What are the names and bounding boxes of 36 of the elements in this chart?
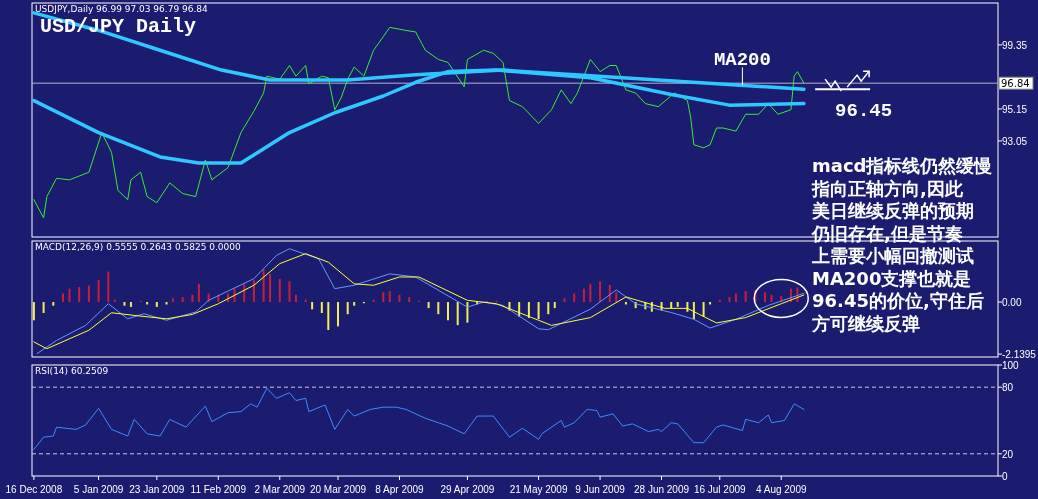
y-tick-label: 93.05 <box>1002 135 1028 147</box>
y-tick-label: 95.15 <box>1002 103 1028 115</box>
annotation: 96.45的价位,守住后 <box>812 290 984 311</box>
x-tick-label: 4 Aug 2009 <box>755 484 807 495</box>
y-tick-label: 0 <box>1002 471 1008 482</box>
annotation: MA200支撑也就是 <box>812 267 972 289</box>
x-tick-label: 2 Mar 2009 <box>254 484 306 495</box>
annotation: 仍旧存在,但是节奏 <box>811 222 963 244</box>
x-tick-label: 21 May 2009 <box>509 484 568 495</box>
x-tick-label: 5 Jan 2009 <box>73 484 124 495</box>
annotation: 指向正轴方向,因此 <box>811 177 964 199</box>
x-tick-label: 20 Mar 2009 <box>309 484 367 495</box>
x-tick-label: 11 Feb 2009 <box>190 484 247 495</box>
y-tick-label: -2.1395 <box>1002 349 1037 361</box>
x-tick-label: 28 Jun 2009 <box>634 484 690 495</box>
y-tick-label: 80 <box>1002 382 1014 394</box>
y-tick-label: 0.00 <box>1002 297 1022 309</box>
y-tick-label: 99.35 <box>1002 39 1028 51</box>
annotation: 方可继续反弹 <box>811 312 920 334</box>
x-tick-label: 29 Apr 2009 <box>440 484 495 495</box>
x-tick-label: 16 Jul 2009 <box>693 484 747 495</box>
y-tick-label: 100 <box>1002 360 1020 371</box>
annotation: 96.45 <box>835 100 893 123</box>
annotation: macd指标线仍然缓慢 <box>812 155 993 176</box>
x-tick-label: 9 Jun 2009 <box>575 484 626 495</box>
annotation: 上需要小幅回撤测试 <box>811 245 974 266</box>
annotation: MACD(12,26,9) 0.5555 0.2643 0.5825 0.0000 <box>35 242 242 252</box>
y-tick-label: 20 <box>1002 448 1014 460</box>
annotation: USDJPY,Daily 96.99 97.03 96.79 96.84 <box>35 4 209 14</box>
annotation: RSI(14) 60.2509 <box>35 366 109 376</box>
x-tick-label: 8 Apr 2009 <box>375 484 425 495</box>
annotation: MA200 <box>713 49 771 72</box>
annotation: 美日继续反弹的预期 <box>811 200 974 221</box>
x-tick-label: 23 Jan 2009 <box>129 484 185 495</box>
ref-line-label: 96.84 <box>1001 78 1030 90</box>
x-tick-label: 16 Dec 2008 <box>5 484 63 495</box>
